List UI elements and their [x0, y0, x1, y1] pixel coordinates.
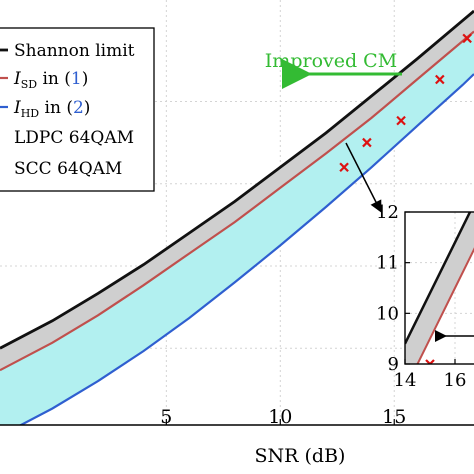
x-tick-label: 5 — [160, 406, 172, 428]
inset-y-tick-label: 12 — [376, 202, 399, 223]
x-tick-label: 10 — [268, 406, 292, 428]
ldpc-marker — [435, 74, 445, 85]
inset-y-tick-label: 11 — [376, 253, 399, 274]
legend-box — [0, 27, 155, 192]
inset-series-line-i-sd — [416, 247, 474, 364]
band-hd-sd — [0, 31, 474, 425]
x-ticks: 5 10 15 — [160, 406, 406, 428]
inset-plot: 9 10 11 12 14 16 — [376, 202, 474, 391]
x-tick-label: 15 — [382, 406, 406, 428]
inset-x-tick-label: 14 — [394, 370, 417, 391]
band-sd-shannon — [0, 11, 474, 371]
legend-label-sd: ISD in (1) — [13, 69, 88, 91]
inset-series-line-shannon — [405, 212, 472, 345]
inset-y-tick-label: 9 — [388, 354, 399, 375]
ldpc-marker — [462, 33, 472, 44]
improved-cm-label: Improved CM — [265, 50, 397, 72]
inset-ldpc-marker — [425, 359, 435, 364]
ldpc-marker — [362, 137, 372, 148]
zoom-pointer-arrow — [345, 142, 382, 213]
inset-y-tick-label: 10 — [376, 303, 399, 324]
inset-x-ticks: 14 16 — [394, 359, 467, 391]
x-axis-label: SNR (dB) — [255, 445, 346, 467]
ldpc-marker — [339, 162, 349, 173]
legend-label-scc: SCC 64QAM — [14, 159, 122, 179]
inset-band-sd-shannon — [405, 212, 474, 364]
series-line-shannon — [0, 9, 474, 350]
legend-label-ldpc: LDPC 64QAM — [14, 128, 134, 148]
inset-frame — [404, 211, 474, 365]
inset-x-tick-label: 16 — [444, 370, 467, 391]
legend: Shannon limit ISD in (1) IHD in (2) LDPC… — [0, 27, 155, 192]
ldpc-markers — [339, 33, 472, 173]
legend-label-shannon: Shannon limit — [14, 41, 135, 61]
series-line-i-hd — [18, 73, 474, 425]
legend-label-hd: IHD in (2) — [13, 98, 90, 120]
inset-ldpc-markers — [425, 359, 435, 364]
series-line-i-sd — [0, 30, 474, 372]
inset-y-ticks: 9 10 11 12 — [376, 202, 410, 375]
ldpc-marker — [396, 115, 406, 126]
